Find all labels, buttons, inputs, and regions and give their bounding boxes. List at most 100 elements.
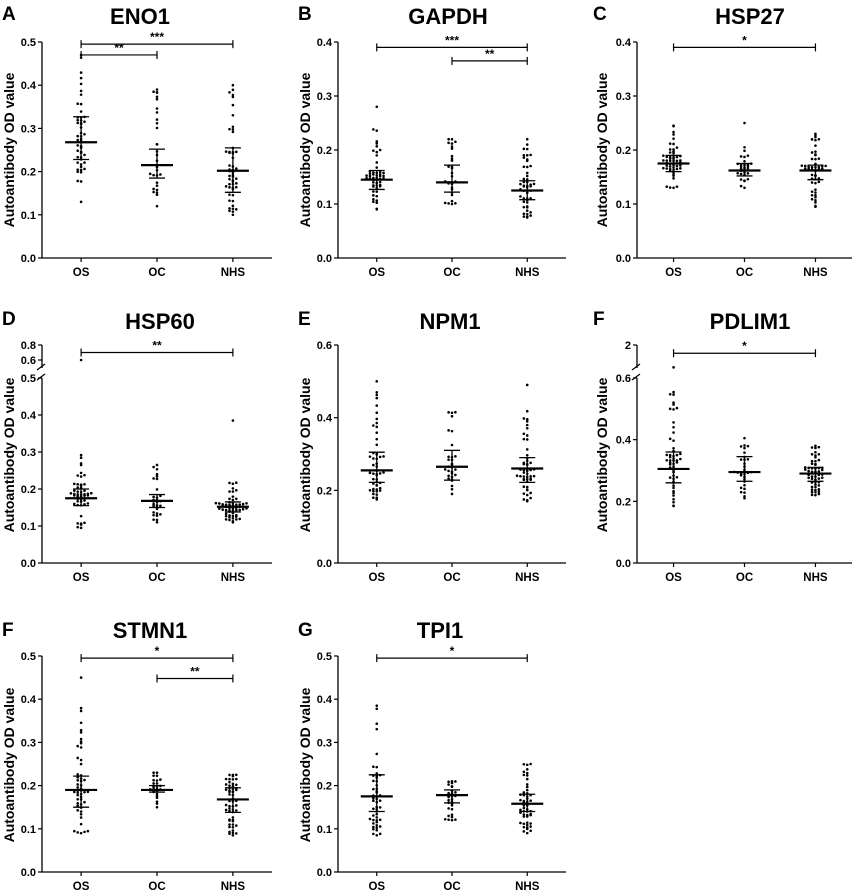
data-point xyxy=(79,93,83,96)
data-point xyxy=(375,380,379,383)
data-point xyxy=(375,727,379,731)
y-tick-label: 0.3 xyxy=(21,123,36,135)
data-point xyxy=(525,831,529,835)
data-point xyxy=(73,829,76,833)
data-point xyxy=(159,504,162,508)
data-point xyxy=(525,763,529,767)
data-point xyxy=(155,774,159,778)
data-point xyxy=(83,499,86,502)
data-point xyxy=(529,496,532,500)
data-point xyxy=(228,780,231,784)
data-point xyxy=(450,784,454,788)
data-point xyxy=(378,489,382,492)
data-point xyxy=(814,191,817,194)
data-point xyxy=(73,489,76,492)
data-point xyxy=(76,118,79,122)
data-point xyxy=(450,487,454,491)
data-point xyxy=(454,791,457,794)
data-point xyxy=(522,461,526,465)
chart-title: GAPDH xyxy=(408,4,487,29)
data-point xyxy=(447,458,450,461)
data-point xyxy=(525,788,529,792)
panel-tpi1: G TPI1 Autoantibody OD value 0.0 0.1 0.2 0.3 0.… xyxy=(297,618,566,893)
data-point xyxy=(231,128,235,131)
data-point xyxy=(817,484,821,487)
data-point xyxy=(152,173,155,177)
data-point xyxy=(378,832,382,836)
data-point xyxy=(159,173,162,176)
data-point xyxy=(218,507,221,510)
data-point xyxy=(525,137,529,141)
data-point xyxy=(665,164,669,167)
data-point xyxy=(662,154,665,157)
data-point xyxy=(675,453,679,457)
data-point xyxy=(525,826,529,829)
data-point xyxy=(810,477,814,481)
data-point xyxy=(803,466,807,469)
data-point xyxy=(372,492,375,496)
data-point xyxy=(73,502,76,506)
data-point xyxy=(375,145,379,148)
data-point xyxy=(382,471,385,474)
data-point xyxy=(375,150,379,154)
data-point xyxy=(375,772,379,775)
data-point xyxy=(86,502,90,505)
data-point xyxy=(155,475,159,478)
data-point xyxy=(443,468,447,471)
data-point xyxy=(79,740,83,743)
data-point xyxy=(529,825,532,828)
data-point xyxy=(525,774,529,777)
data-point xyxy=(228,807,231,810)
data-point xyxy=(525,821,529,824)
data-point xyxy=(522,762,526,766)
data-point xyxy=(228,773,231,777)
data-point xyxy=(814,138,817,142)
data-point xyxy=(76,797,79,801)
data-point xyxy=(76,499,79,503)
y-tick-label: 0.1 xyxy=(317,824,332,836)
data-point xyxy=(231,773,235,777)
data-point xyxy=(522,215,526,218)
data-point xyxy=(228,514,231,517)
data-point xyxy=(372,128,375,131)
data-point xyxy=(529,475,532,478)
data-point xyxy=(522,825,526,829)
data-point xyxy=(739,445,743,448)
data-point xyxy=(814,153,817,156)
data-point xyxy=(668,142,672,145)
data-point xyxy=(525,209,529,212)
data-point xyxy=(372,424,375,427)
y-axis-label: Autoantibody OD value xyxy=(1,377,17,532)
data-point xyxy=(231,210,235,213)
panel-hsp60: D HSP60 Autoantibody OD value 0.0 0.1 0.2 0.3 0… xyxy=(1,309,272,584)
y-axis-label: Autoantibody OD value xyxy=(297,72,313,227)
data-point xyxy=(224,803,228,807)
x-tick-label: OC xyxy=(443,267,460,279)
data-point xyxy=(450,815,454,819)
data-point xyxy=(83,502,86,506)
x-tick-label: OC xyxy=(443,881,460,893)
data-point xyxy=(152,778,155,782)
data-point xyxy=(235,185,238,189)
data-point xyxy=(76,144,79,147)
data-point xyxy=(378,825,382,828)
y-axis-label: Autoantibody OD value xyxy=(594,377,610,532)
data-point xyxy=(218,502,221,505)
data-point xyxy=(235,773,238,777)
data-point xyxy=(155,792,159,796)
data-point xyxy=(525,488,529,491)
data-point xyxy=(817,477,821,480)
data-point xyxy=(743,186,746,190)
data-point xyxy=(372,832,375,836)
data-point xyxy=(814,201,817,204)
data-point xyxy=(224,788,228,791)
data-point xyxy=(375,765,379,769)
data-point xyxy=(224,518,228,521)
data-point xyxy=(668,165,672,168)
data-point xyxy=(231,487,235,490)
data-point xyxy=(450,779,454,783)
y-axis-label: Autoantibody OD value xyxy=(1,72,17,227)
data-point xyxy=(378,148,382,152)
y-tick-label: 0.4 xyxy=(616,435,632,447)
data-point xyxy=(79,728,83,732)
